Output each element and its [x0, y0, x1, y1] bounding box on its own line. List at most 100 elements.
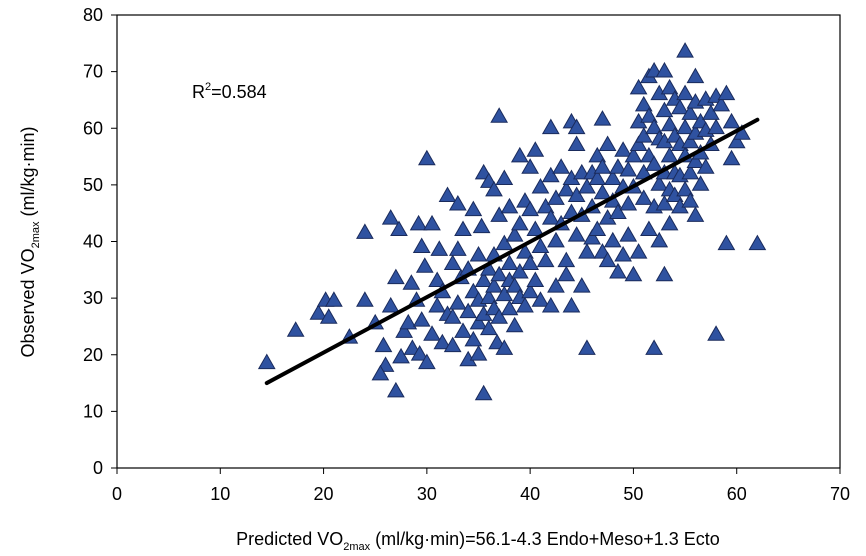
data-point-triangle	[552, 158, 570, 174]
axis-ticks: 0 10 20 30 40 50 60 70 0 10 20 30 40 50 60 70 80	[83, 5, 850, 504]
data-point-triangle	[619, 195, 638, 211]
data-point-triangle	[417, 353, 436, 370]
data-point-triangle	[609, 262, 627, 279]
data-point-triangle	[547, 189, 565, 205]
data-point-triangle	[415, 257, 434, 273]
data-point-triangle	[495, 234, 514, 251]
data-point-triangle	[469, 313, 488, 330]
data-point-triangle	[495, 169, 514, 186]
data-point-triangle	[660, 214, 679, 231]
y-tick-label: 80	[83, 5, 103, 25]
data-point-triangle	[681, 163, 700, 180]
data-point-triangle	[593, 183, 612, 200]
data-point-triangle	[717, 84, 736, 101]
y-tick-label: 50	[83, 175, 103, 195]
data-point-triangle	[412, 311, 431, 327]
data-point-triangle	[479, 288, 498, 304]
data-point-triangle	[686, 67, 705, 84]
data-point-triangle	[722, 112, 741, 129]
data-point-triangle	[410, 345, 429, 361]
y-tick-label: 30	[83, 288, 103, 308]
x-tick-label: 70	[830, 484, 850, 504]
data-point-triangle	[459, 302, 478, 319]
data-point-triangle	[423, 214, 441, 231]
data-point-triangle	[717, 234, 736, 251]
data-point-triangle	[536, 251, 555, 268]
y-tick-label: 60	[83, 118, 103, 138]
data-point-triangle	[531, 178, 550, 194]
data-point-triangle	[722, 149, 741, 166]
data-point-triangle	[454, 322, 472, 338]
data-point-triangle	[567, 118, 586, 135]
data-point-triangle	[583, 228, 601, 245]
data-point-triangle	[598, 251, 617, 268]
data-point-triangle	[417, 149, 436, 166]
data-point-triangle	[707, 325, 725, 341]
data-point-triangle	[676, 118, 694, 135]
data-point-triangle	[479, 319, 498, 336]
data-point-triangle	[676, 42, 694, 58]
data-point-triangle	[681, 192, 700, 208]
data-point-triangle	[381, 296, 400, 313]
data-point-triangle	[557, 265, 576, 282]
data-point-triangle	[629, 78, 648, 95]
data-point-triangle	[516, 296, 534, 313]
data-point-triangle	[588, 169, 607, 186]
data-point-triangle	[428, 296, 447, 313]
data-point-triangle	[443, 308, 462, 324]
data-point-triangle	[428, 271, 447, 287]
data-point-triangle	[443, 336, 462, 353]
data-point-triangle	[531, 237, 550, 253]
data-point-triangle	[325, 291, 343, 307]
data-point-triangle	[603, 231, 622, 248]
data-point-triangle	[578, 339, 596, 355]
data-point-triangle	[521, 282, 540, 299]
data-point-triangle	[655, 101, 674, 118]
data-point-triangle	[712, 95, 731, 112]
x-tick-label: 10	[210, 484, 230, 504]
data-point-triangle	[521, 200, 540, 217]
data-point-triangle	[681, 132, 700, 149]
data-point-triangle	[381, 209, 400, 225]
y-axis-label: Observed VO2max (ml/kg·min)	[18, 127, 42, 358]
data-point-triangle	[660, 146, 679, 163]
data-point-triangle	[655, 61, 674, 78]
data-point-triangle	[448, 195, 467, 211]
data-point-triangle	[526, 141, 545, 157]
data-point-triangle	[572, 277, 591, 293]
data-point-triangle	[629, 135, 648, 152]
x-tick-label: 30	[417, 484, 437, 504]
data-point-triangle	[474, 271, 493, 287]
data-point-triangle	[541, 296, 560, 313]
data-point-triangle	[645, 339, 663, 355]
x-tick-label: 40	[520, 484, 540, 504]
data-point-triangle	[640, 220, 658, 236]
data-point-triangle	[495, 339, 514, 355]
x-tick-label: 0	[112, 484, 122, 504]
data-point-triangle	[454, 220, 472, 236]
data-point-triangle	[541, 118, 560, 135]
data-point-triangle	[469, 245, 488, 262]
data-point-triangle	[392, 347, 410, 364]
data-point-triangle	[485, 277, 503, 293]
data-point-triangle	[500, 254, 519, 270]
data-point-triangle	[598, 135, 617, 152]
data-point-triangle	[387, 268, 405, 285]
data-point-triangle	[547, 231, 565, 248]
data-point-triangle	[676, 84, 694, 101]
data-point-triangle	[567, 226, 586, 242]
data-point-triangle	[650, 231, 669, 248]
data-point-triangle	[356, 223, 374, 239]
data-point-triangle	[619, 161, 638, 177]
data-point-triangle	[505, 316, 524, 333]
data-point-triangle	[614, 245, 632, 262]
data-point-triangle	[593, 110, 612, 126]
data-point-triangle	[748, 234, 767, 251]
data-points	[257, 42, 767, 401]
data-point-triangle	[650, 175, 669, 191]
data-point-triangle	[660, 78, 679, 95]
data-point-triangle	[412, 237, 431, 253]
data-point-triangle	[588, 146, 607, 163]
data-point-triangle	[472, 217, 491, 234]
data-point-triangle	[505, 277, 524, 293]
